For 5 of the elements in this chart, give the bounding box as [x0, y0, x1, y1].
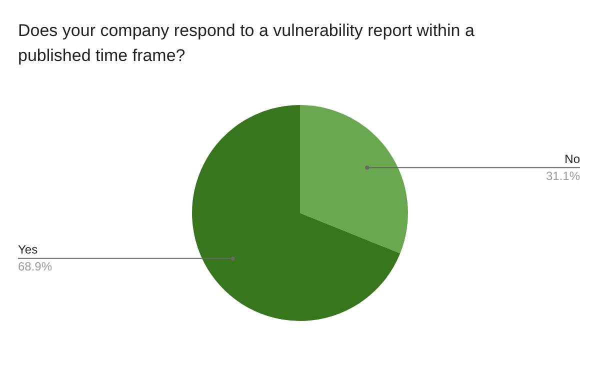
- chart-title: Does your company respond to a vulnerability report within a published time frame?: [18, 20, 476, 67]
- slice-label: No: [564, 152, 580, 166]
- data-label: 68.9%: [18, 260, 52, 274]
- data-label: 31.1%: [546, 168, 580, 183]
- slice-label: Yes: [18, 242, 38, 257]
